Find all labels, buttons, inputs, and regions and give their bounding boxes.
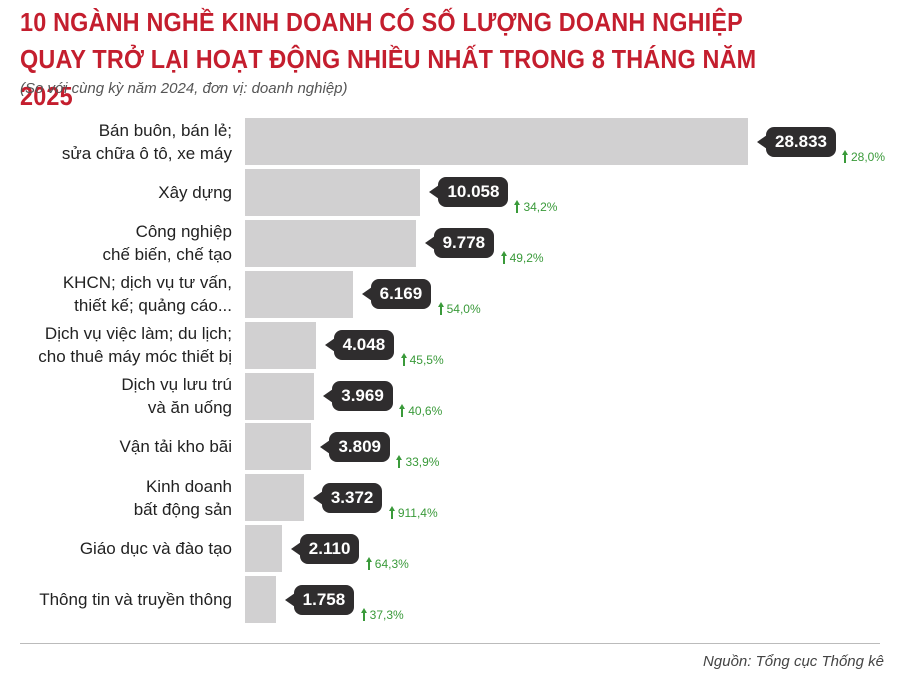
bar (245, 219, 416, 267)
bar (245, 474, 304, 522)
bar (245, 118, 748, 165)
bar (245, 168, 421, 216)
growth-label: 37,3% (359, 607, 404, 622)
growth-label: 34,2% (512, 200, 557, 214)
source: Nguồn: Tổng cục Thống kê (703, 653, 884, 670)
bar (245, 423, 312, 471)
value-label: 6.169 (361, 279, 432, 310)
growth-label: 33,9% (394, 454, 439, 469)
value-label: 3.809 (320, 431, 390, 462)
value-label: 3.969 (323, 381, 393, 411)
growth-label: 911,4% (387, 505, 438, 520)
value-label: 2.110 (290, 533, 360, 564)
bar (245, 525, 282, 573)
growth-label: 40,6% (397, 404, 442, 418)
value-label: 10.058 (429, 177, 509, 208)
category-label: Công nghiệp chế biến, chế tạo (102, 222, 232, 265)
bar (245, 576, 276, 624)
category-label: Thông tin và truyền thông (39, 590, 232, 610)
growth-label: 45,5% (399, 353, 444, 367)
category-label: Xây dựng (158, 182, 232, 202)
growth-label: 54,0% (436, 302, 481, 316)
chart-title: 10 NGÀNH NGHỀ KINH DOANH CÓ SỐ LƯỢNG DOA… (20, 7, 757, 111)
value-label: 3.372 (312, 482, 383, 513)
bar (245, 372, 315, 420)
growth-label: 64,3% (364, 556, 409, 571)
category-label: Dịch vụ lưu trú và ăn uống (121, 375, 232, 417)
value-label: 9.778 (424, 228, 495, 259)
category-label: Bán buôn, bán lẻ; sửa chữa ô tô, xe máy (61, 120, 232, 163)
growth-label: 49,2% (499, 251, 544, 265)
category-label: Vận tải kho bãi (119, 437, 232, 457)
chart-subtitle: (So với cùng kỳ năm 2024, đơn vị: doanh … (20, 80, 348, 97)
growth-label: 28,0% (840, 149, 885, 164)
value-label: 4.048 (324, 330, 395, 361)
category-label: KHCN; dịch vụ tư vấn, thiết kế; quảng cá… (62, 273, 232, 316)
value-label: 28.833 (757, 126, 836, 157)
category-label: Dịch vụ việc làm; du lịch; cho thuê máy … (38, 324, 232, 367)
divider (20, 643, 880, 644)
bar (245, 270, 353, 318)
bar (245, 321, 316, 369)
value-label: 1.758 (284, 584, 355, 615)
category-label: Kinh doanh bất động sản (133, 476, 232, 519)
category-label: Giáo dục và đào tạo (79, 539, 232, 559)
